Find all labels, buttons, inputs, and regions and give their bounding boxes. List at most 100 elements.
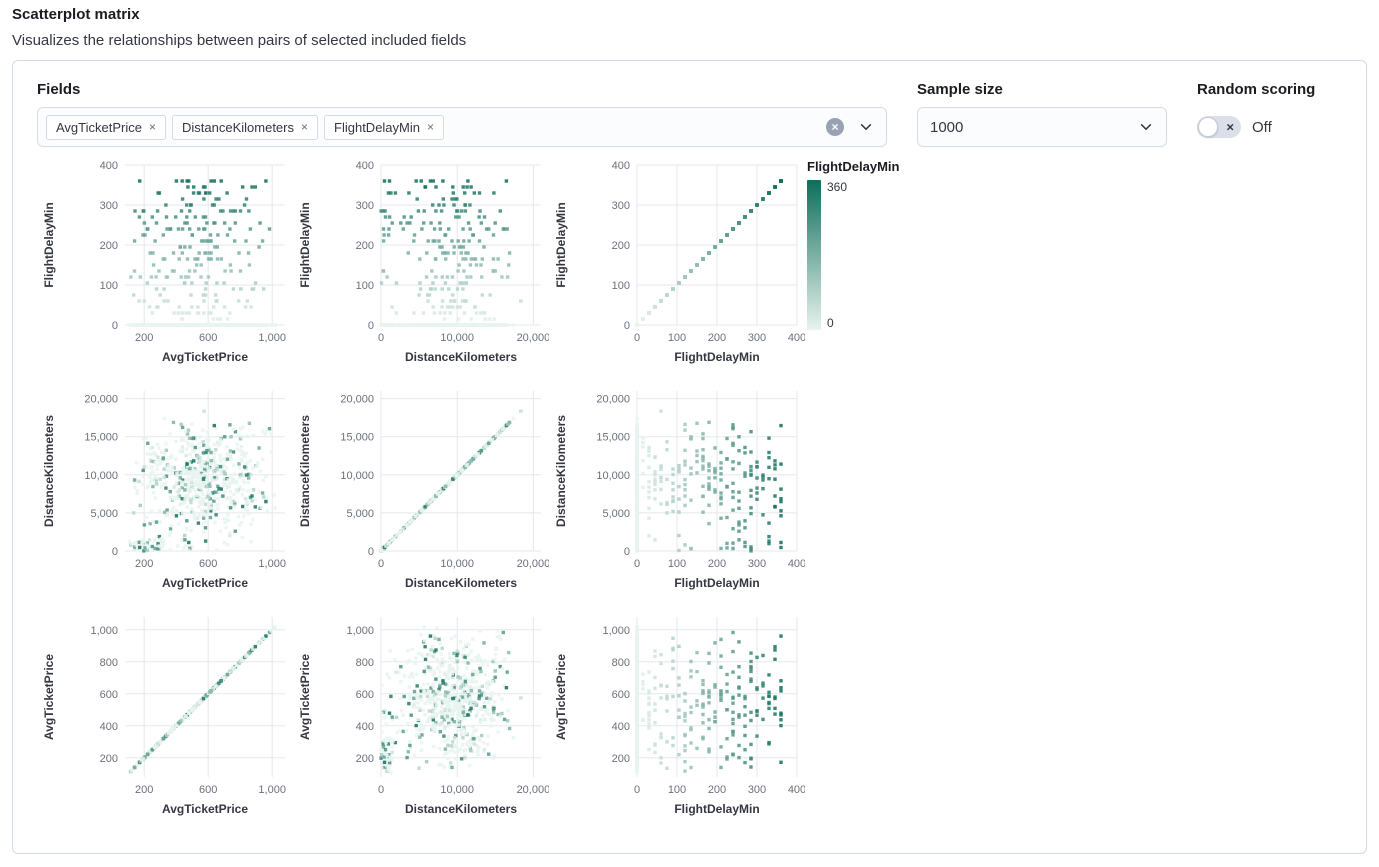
y-axis-title: FlightDelayMin: [554, 202, 568, 287]
field-pill-DistanceKilometers[interactable]: DistanceKilometers ×: [172, 114, 319, 140]
x-tick-label: 200: [708, 558, 726, 570]
sample-size-value: 1000: [930, 118, 964, 136]
y-tick-label: 400: [612, 160, 630, 172]
y-tick-label: 400: [100, 160, 118, 172]
x-tick-label: 0: [378, 558, 384, 570]
y-axis-title: FlightDelayMin: [298, 202, 312, 287]
random-scoring-control: Random scoring × Off: [1197, 81, 1315, 147]
fields-combobox[interactable]: AvgTicketPrice × DistanceKilometers × Flight…: [37, 107, 887, 147]
x-tick-label: 300: [748, 332, 766, 344]
x-axis-title: DistanceKilometers: [405, 576, 517, 590]
x-axis-title: FlightDelayMin: [674, 350, 759, 364]
y-axis-title: FlightDelayMin: [42, 202, 56, 287]
matrix-grid: 200 600 1,000 0 100 200 300 400 AvgTicketPrice Fl…: [37, 159, 1342, 821]
y-tick-label: 600: [612, 689, 630, 701]
controls-row: Fields AvgTicketPrice × DistanceKilometers…: [37, 81, 1342, 147]
y-tick-label: 20,000: [596, 394, 630, 406]
sample-size-select[interactable]: 1000: [917, 107, 1167, 147]
x-axis-title: AvgTicketPrice: [162, 350, 248, 364]
legend-max-label: 360: [827, 180, 848, 194]
remove-field-icon[interactable]: ×: [301, 120, 309, 134]
x-tick-label: 600: [199, 784, 217, 796]
scatter-cell-DistanceKilometers-vs-DistanceKilometers: 0 10,000 20,00005,00010,00015,00020,000Dis…: [298, 391, 549, 590]
x-tick-label: 200: [708, 332, 726, 344]
switch-thumb: [1198, 117, 1218, 137]
x-tick-label: 0: [634, 332, 640, 344]
scatter-cell-FlightDelayMin-vs-DistanceKilometers: 0 10,000 20,000 0 100 200 300 400 DistanceKilome…: [298, 160, 549, 364]
y-tick-label: 5,000: [346, 508, 374, 520]
y-tick-label: 600: [356, 689, 374, 701]
x-axis-title: AvgTicketPrice: [162, 576, 248, 590]
switch-off-icon: ×: [1226, 119, 1234, 135]
y-tick-label: 300: [356, 200, 374, 212]
scatter-cell-FlightDelayMin-vs-FlightDelayMin: 0 100 200 300 400 0 100 200 300 400 FlightDelayMin…: [554, 160, 805, 364]
x-tick-label: 10,000: [440, 784, 474, 796]
field-pill-FlightDelayMin[interactable]: FlightDelayMin ×: [324, 114, 445, 140]
scatter-cell-AvgTicketPrice-vs-FlightDelayMin: 0 100 200 300 400 200 400 600 800 1,000 FlightDela…: [554, 617, 805, 816]
x-tick-label: 1,000: [258, 332, 286, 344]
y-tick-label: 200: [612, 240, 630, 252]
y-tick-label: 300: [612, 200, 630, 212]
random-scoring-toggle[interactable]: ×: [1197, 116, 1241, 138]
clear-fields-button[interactable]: ×: [826, 118, 844, 136]
x-axis-title: FlightDelayMin: [674, 576, 759, 590]
y-tick-label: 15,000: [340, 432, 374, 444]
scatter-cell-FlightDelayMin-vs-AvgTicketPrice: 200 600 1,000 0 100 200 300 400 AvgTicketPrice Fl…: [42, 160, 286, 364]
x-tick-label: 600: [199, 558, 217, 570]
x-tick-label: 100: [668, 332, 686, 344]
y-tick-label: 100: [612, 280, 630, 292]
y-tick-label: 10,000: [84, 470, 118, 482]
y-tick-label: 0: [624, 320, 630, 332]
legend-min-label: 0: [827, 316, 834, 330]
x-tick-label: 1,000: [258, 784, 286, 796]
y-tick-label: 15,000: [84, 432, 118, 444]
legend-body: 360 0: [807, 180, 899, 330]
y-tick-label: 5,000: [90, 508, 118, 520]
x-axis-title: AvgTicketPrice: [162, 802, 248, 816]
y-tick-label: 1,000: [602, 625, 630, 637]
y-axis-title: AvgTicketPrice: [42, 654, 56, 740]
y-tick-label: 10,000: [340, 470, 374, 482]
y-tick-label: 100: [100, 280, 118, 292]
x-tick-label: 10,000: [440, 332, 474, 344]
random-scoring-row: × Off: [1197, 107, 1315, 147]
fields-chevron-down-icon[interactable]: [859, 120, 873, 134]
page-title: Scatterplot matrix: [12, 6, 140, 23]
y-tick-label: 800: [100, 657, 118, 669]
selected-fields: AvgTicketPrice × DistanceKilometers × Flight…: [46, 114, 445, 140]
y-tick-label: 10,000: [596, 470, 630, 482]
random-scoring-state-label: Off: [1252, 118, 1272, 136]
x-axis-title: DistanceKilometers: [405, 350, 517, 364]
x-tick-label: 0: [378, 332, 384, 344]
x-tick-label: 0: [634, 558, 640, 570]
legend-scale: 360 0: [827, 180, 847, 330]
x-tick-label: 0: [378, 784, 384, 796]
x-tick-label: 100: [668, 558, 686, 570]
y-tick-label: 20,000: [84, 394, 118, 406]
field-pill-AvgTicketPrice[interactable]: AvgTicketPrice ×: [46, 114, 166, 140]
remove-field-icon[interactable]: ×: [427, 120, 435, 134]
x-tick-label: 20,000: [517, 332, 549, 344]
x-tick-label: 1,000: [258, 558, 286, 570]
y-tick-label: 400: [100, 721, 118, 733]
y-tick-label: 400: [356, 160, 374, 172]
x-axis-title: FlightDelayMin: [674, 802, 759, 816]
y-tick-label: 20,000: [340, 394, 374, 406]
y-tick-label: 200: [356, 753, 374, 765]
y-tick-label: 100: [356, 280, 374, 292]
y-tick-label: 0: [368, 546, 374, 558]
legend-title: FlightDelayMin: [807, 159, 900, 174]
scatterplot-matrix-panel: Fields AvgTicketPrice × DistanceKilometers…: [12, 60, 1367, 854]
x-tick-label: 20,000: [517, 558, 549, 570]
y-tick-label: 1,000: [346, 625, 374, 637]
y-tick-label: 600: [100, 689, 118, 701]
y-tick-label: 0: [112, 546, 118, 558]
field-pill-label: AvgTicketPrice: [56, 119, 142, 135]
x-tick-label: 200: [708, 784, 726, 796]
x-tick-label: 10,000: [440, 558, 474, 570]
y-axis-title: DistanceKilometers: [298, 415, 312, 527]
remove-field-icon[interactable]: ×: [148, 120, 156, 134]
x-tick-label: 100: [668, 784, 686, 796]
sample-size-control: Sample size 1000: [917, 81, 1167, 147]
x-tick-label: 400: [788, 558, 805, 570]
